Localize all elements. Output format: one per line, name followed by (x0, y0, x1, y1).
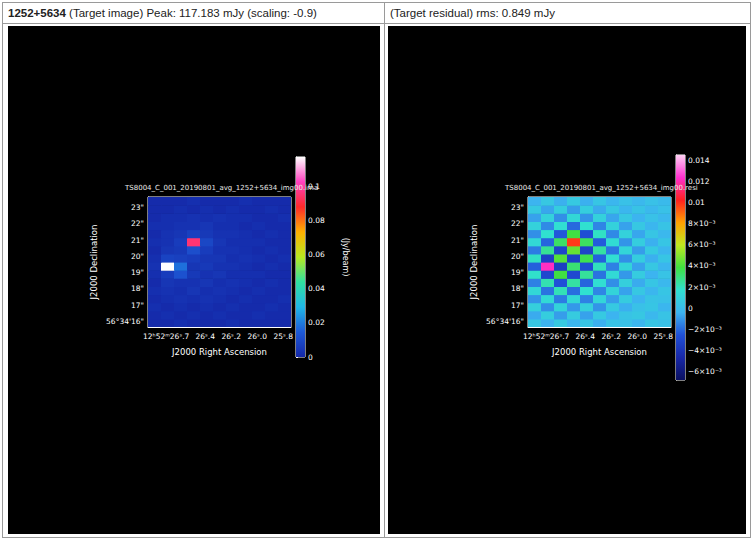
svg-text:12ʰ52ᵐ26ˢ.7: 12ʰ52ᵐ26ˢ.7 (143, 332, 190, 341)
svg-text:17": 17" (131, 301, 144, 310)
svg-text:−4×10⁻³: −4×10⁻³ (688, 346, 722, 355)
svg-text:20": 20" (511, 252, 524, 261)
svg-text:J2000 Right Ascension: J2000 Right Ascension (171, 347, 267, 357)
svg-text:0.02: 0.02 (308, 318, 325, 327)
html-text:1252+5634 (Target image) Peak:: 1252+5634 (Target image) Peak: 117.183 m… (8, 7, 317, 19)
svg-text:19": 19" (511, 268, 524, 277)
svg-text:26ˢ.0: 26ˢ.0 (247, 332, 267, 341)
svg-text:2×10⁻³: 2×10⁻³ (688, 283, 716, 292)
svg-text:−6×10⁻³: −6×10⁻³ (688, 367, 722, 376)
svg-text:20": 20" (131, 252, 144, 261)
svg-text:8×10⁻³: 8×10⁻³ (688, 219, 716, 228)
svg-text:56°34'16": 56°34'16" (486, 317, 524, 326)
svg-text:22": 22" (511, 219, 524, 228)
svg-text:−2×10⁻³: −2×10⁻³ (688, 325, 722, 334)
svg-text:J2000 Declination: J2000 Declination (469, 225, 479, 301)
html-text:(Target residual) rms: 0.849 m: (Target residual) rms: 0.849 mJy (390, 7, 555, 19)
svg-text:(Jy/beam): (Jy/beam) (341, 238, 350, 277)
svg-text:0.06: 0.06 (308, 250, 325, 259)
svg-text:26ˢ.2: 26ˢ.2 (601, 332, 621, 341)
svg-text:TS8004_C_001_20190801_avg_1252: TS8004_C_001_20190801_avg_1252+5634_img0… (124, 184, 318, 192)
svg-text:22": 22" (131, 219, 144, 228)
svg-text:21": 21" (511, 236, 524, 245)
svg-text:23": 23" (511, 203, 524, 212)
svg-text:0: 0 (308, 353, 313, 362)
svg-text:0: 0 (688, 304, 693, 313)
svg-text:19": 19" (131, 268, 144, 277)
svg-text:56°34'16": 56°34'16" (106, 317, 144, 326)
svg-text:0.014: 0.014 (688, 156, 710, 165)
svg-text:26ˢ.4: 26ˢ.4 (575, 332, 595, 341)
svg-text:21": 21" (131, 236, 144, 245)
svg-text:0.012: 0.012 (688, 176, 710, 186)
svg-text:18": 18" (131, 284, 144, 293)
svg-text:12ʰ52ᵐ26ˢ.7: 12ʰ52ᵐ26ˢ.7 (523, 332, 570, 341)
svg-text:4×10⁻³: 4×10⁻³ (688, 261, 716, 270)
svg-text:25ˢ.8: 25ˢ.8 (653, 332, 673, 341)
svg-text:J2000 Declination: J2000 Declination (89, 225, 99, 301)
svg-text:26ˢ.0: 26ˢ.0 (627, 332, 647, 341)
svg-text:J2000 Right Ascension: J2000 Right Ascension (551, 347, 647, 357)
svg-text:26ˢ.2: 26ˢ.2 (221, 332, 241, 341)
svg-text:6×10⁻³: 6×10⁻³ (688, 240, 716, 249)
svg-text:26ˢ.4: 26ˢ.4 (195, 332, 215, 341)
svg-text:TS8004_C_001_20190801_avg_1252: TS8004_C_001_20190801_avg_1252+5634_img0… (504, 184, 698, 192)
svg-text:0.01: 0.01 (688, 198, 705, 207)
svg-text:0.08: 0.08 (308, 216, 325, 225)
svg-text:17": 17" (511, 301, 524, 310)
svg-text:18": 18" (511, 284, 524, 293)
svg-text:23": 23" (131, 203, 144, 212)
svg-text:0.04: 0.04 (308, 284, 325, 293)
svg-text:25ˢ.8: 25ˢ.8 (273, 332, 293, 341)
